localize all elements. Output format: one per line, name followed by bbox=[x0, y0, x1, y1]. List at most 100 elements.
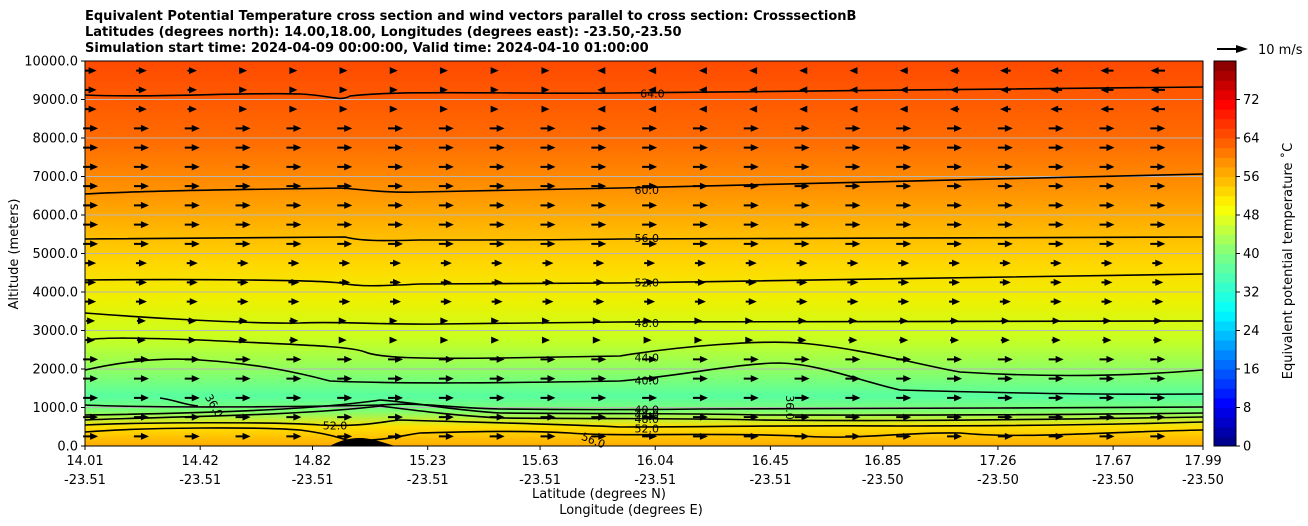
wind-vector bbox=[848, 336, 858, 344]
wind-vector bbox=[642, 394, 658, 402]
contour-label: 52.0 bbox=[323, 420, 348, 433]
wind-vector bbox=[286, 375, 302, 383]
wind-vector bbox=[186, 298, 198, 306]
x-tick-label-lat: 15.63 bbox=[521, 454, 558, 469]
wind-vector bbox=[438, 163, 454, 171]
wind-vector bbox=[235, 375, 251, 383]
colorbar-band bbox=[1214, 263, 1236, 274]
wind-vector bbox=[847, 298, 859, 306]
contour-lines bbox=[84, 86, 1204, 442]
wind-vector bbox=[745, 278, 757, 286]
wind-vector bbox=[999, 298, 1011, 306]
wind-vector bbox=[84, 67, 97, 75]
wind-vector bbox=[388, 355, 404, 363]
wind-vector bbox=[698, 67, 707, 75]
wind-vector bbox=[289, 67, 298, 75]
wind-vectors bbox=[83, 67, 1166, 440]
wind-vector bbox=[133, 201, 149, 209]
wind-vector bbox=[390, 278, 402, 286]
wind-vector bbox=[337, 432, 353, 440]
wind-vector bbox=[389, 105, 398, 113]
wind-vector bbox=[1000, 67, 1011, 75]
wind-vector bbox=[187, 317, 197, 325]
x-axis-label-longitude: Longitude (degrees E) bbox=[559, 503, 703, 518]
wind-vector bbox=[489, 201, 505, 209]
wind-vector bbox=[235, 163, 251, 171]
wind-vector bbox=[794, 413, 810, 421]
wind-vector bbox=[794, 355, 810, 363]
wind-vector bbox=[593, 278, 605, 286]
y-axis: 10000.0 9000.0 8000.0 7000.0 6000.0 5000.0 400… bbox=[24, 55, 85, 455]
wind-vector bbox=[997, 355, 1013, 363]
wind-vector bbox=[339, 105, 348, 113]
wind-vector bbox=[692, 375, 708, 383]
wind-vector bbox=[388, 432, 404, 440]
wind-vector bbox=[896, 182, 912, 190]
wind-vector bbox=[389, 336, 398, 344]
colorbar-band bbox=[1214, 234, 1236, 245]
wind-vector bbox=[950, 336, 960, 344]
colorbar-band bbox=[1214, 311, 1236, 322]
wind-vector bbox=[743, 144, 759, 152]
wind-vector bbox=[947, 394, 963, 402]
wind-vector bbox=[489, 124, 505, 132]
contour-40 bbox=[84, 358, 1204, 396]
wind-vector bbox=[947, 144, 963, 152]
colorbar-band bbox=[1214, 349, 1236, 360]
wind-vector bbox=[1102, 317, 1112, 325]
colorbar-band bbox=[1214, 378, 1236, 389]
wind-vector bbox=[235, 144, 251, 152]
wind-vector bbox=[337, 163, 353, 171]
wind-vector bbox=[845, 163, 861, 171]
wind-vector bbox=[796, 298, 808, 306]
wind-vector bbox=[388, 413, 404, 421]
wind-vector bbox=[845, 182, 861, 190]
wind-vector bbox=[339, 86, 348, 94]
wind-vector bbox=[997, 124, 1013, 132]
wind-vector bbox=[289, 317, 299, 325]
wind-vector bbox=[1048, 375, 1064, 383]
colorbar-band bbox=[1214, 330, 1236, 341]
wind-vector bbox=[743, 201, 759, 209]
wind-vector bbox=[642, 240, 658, 248]
wind-vector bbox=[1152, 278, 1164, 286]
wind-vector bbox=[947, 413, 963, 421]
quiver-key-label: 10 m/s bbox=[1258, 43, 1303, 58]
wind-vector bbox=[337, 413, 353, 421]
contour-56-low bbox=[84, 427, 1204, 442]
wind-vector bbox=[540, 355, 556, 363]
wind-vector bbox=[489, 221, 505, 229]
wind-vector bbox=[540, 124, 556, 132]
y-tick-label: 1000.0 bbox=[33, 401, 79, 416]
contour-labels: 64.060.056.052.048.044.040.040.044.048.0… bbox=[202, 88, 796, 452]
wind-vector bbox=[438, 221, 454, 229]
wind-vector bbox=[1150, 86, 1165, 94]
wind-vector bbox=[489, 413, 505, 421]
wind-vector bbox=[799, 105, 808, 113]
wind-vector bbox=[1099, 413, 1115, 421]
x-tick-label-lat: 14.82 bbox=[294, 454, 331, 469]
wind-vector bbox=[85, 278, 97, 286]
wind-vector bbox=[1099, 432, 1115, 440]
wind-vector bbox=[1099, 201, 1115, 209]
wind-vector bbox=[1000, 317, 1010, 325]
wind-vector bbox=[184, 432, 200, 440]
wind-vector bbox=[1101, 278, 1113, 286]
colorbar-band bbox=[1214, 109, 1236, 120]
wind-vector bbox=[542, 298, 554, 306]
wind-vector bbox=[1150, 413, 1166, 421]
colorbar-band bbox=[1214, 215, 1236, 226]
quiver-key-arrowhead bbox=[1236, 45, 1248, 53]
wind-vector bbox=[1048, 124, 1064, 132]
contour-64 bbox=[84, 86, 1204, 100]
colorbar-band bbox=[1214, 205, 1236, 216]
y-tick-label: 3000.0 bbox=[33, 324, 79, 339]
wind-vector bbox=[390, 298, 402, 306]
wind-vector bbox=[899, 86, 908, 94]
wind-vector bbox=[799, 67, 808, 75]
colorbar-tick-label: 0 bbox=[1243, 440, 1251, 455]
wind-vector bbox=[286, 163, 302, 171]
wind-vector bbox=[999, 259, 1011, 267]
wind-vector bbox=[286, 124, 302, 132]
wind-vector bbox=[288, 298, 300, 306]
